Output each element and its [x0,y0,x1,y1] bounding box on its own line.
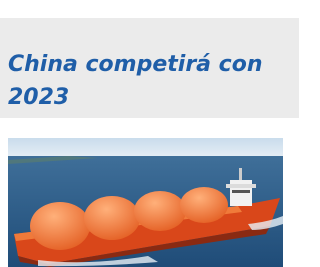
title-line[interactable]: China competirá con [8,48,263,81]
article-title[interactable]: China competirá con 2023 [8,48,263,114]
header-banner: China competirá con 2023 [0,18,299,118]
title-line[interactable]: 2023 [8,81,263,114]
ship-photo[interactable] [8,138,283,267]
page: China competirá con 2023 [0,0,299,267]
